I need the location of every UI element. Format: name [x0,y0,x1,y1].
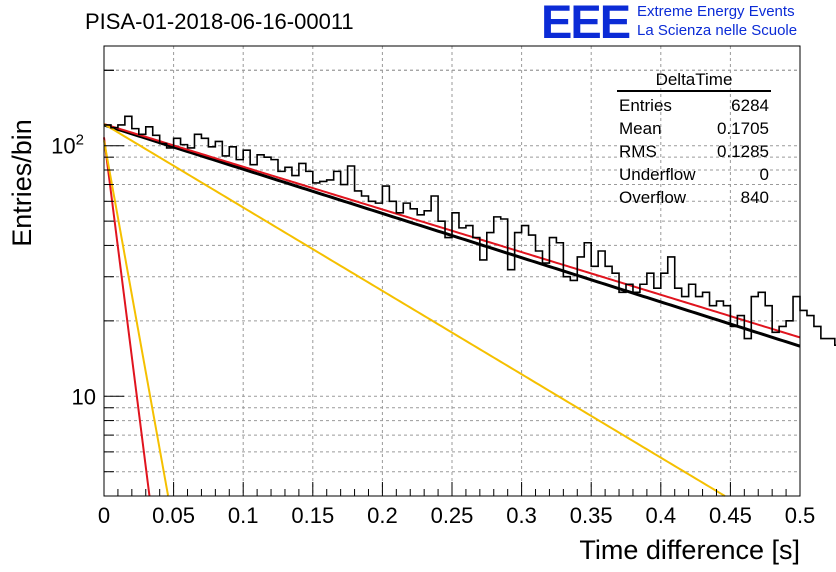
yellow-slow-curve [103,123,726,497]
stats-label: Overflow [619,188,687,207]
x-tick-label: 0.1 [228,503,259,528]
eee-logo: EEE [541,0,631,48]
stats-value: 0 [759,165,769,184]
yellow-fast-curve [103,140,170,496]
stats-label: Mean [619,119,662,138]
stats-row-rms: RMS 0.1285 [611,140,777,163]
y-tick-label: 10 [72,384,96,409]
x-tick-label: 0.05 [152,503,195,528]
stats-value: 840 [740,188,769,207]
stats-value: 0.1705 [717,119,769,138]
x-axis-label: Time difference [s] [579,535,800,565]
x-tick-label: 0 [98,503,110,528]
stats-title: DeltaTime [617,70,771,92]
x-tick-label: 0.3 [506,503,537,528]
stats-value: 0.1285 [717,142,769,161]
project-line-1: Extreme Energy Events [637,3,795,20]
stats-box: DeltaTime Entries 6284 Mean 0.1705 RMS 0… [611,70,777,209]
stats-row-underflow: Underflow 0 [611,163,777,186]
stats-row-overflow: Overflow 840 [611,186,777,209]
stats-row-entries: Entries 6284 [611,94,777,117]
grid [104,46,800,497]
x-tick-label: 0.2 [367,503,398,528]
x-tick-label: 0.4 [646,503,677,528]
run-title: PISA-01-2018-06-16-00011 [85,9,354,34]
stats-row-mean: Mean 0.1705 [611,117,777,140]
x-tick-label: 0.5 [785,503,816,528]
stats-label: Underflow [619,165,696,184]
stats-value: 6284 [731,96,769,115]
y-axis-label: Entries/bin [7,119,37,247]
histogram-steps [104,115,836,346]
axis-ticks: 0 0.05 0.1 0.15 0.2 0.25 0.3 0.35 0.4 0.45 0.5 10 10… [51,69,816,528]
project-line-2: La Scienza nelle Scuole [637,22,798,39]
red-fast-curve [103,137,151,497]
stats-label: RMS [619,142,657,161]
stats-label: Entries [619,96,672,115]
x-tick-label: 0.25 [431,503,474,528]
x-tick-label: 0.45 [709,503,752,528]
x-tick-label: 0.15 [291,503,334,528]
x-tick-label: 0.35 [570,503,613,528]
project-name: Extreme Energy Events La Scienza nelle S… [637,2,797,40]
y-tick-label: 102 [51,132,84,159]
